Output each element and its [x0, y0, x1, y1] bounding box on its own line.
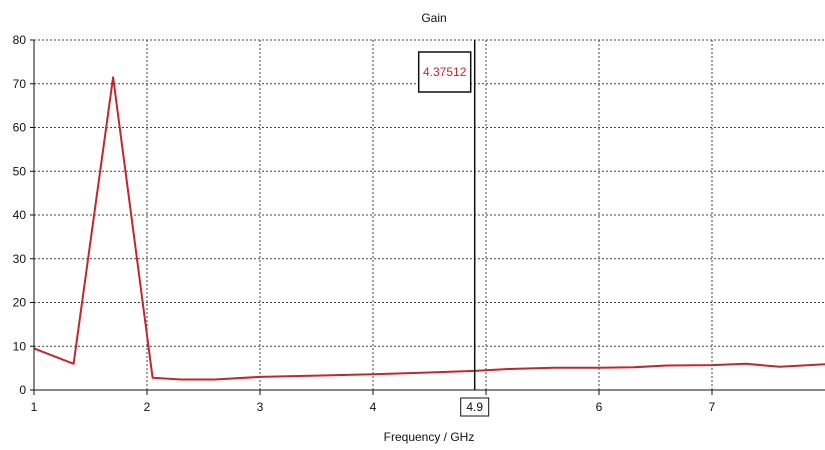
x-tick-label: 6 — [596, 400, 603, 414]
marker-frequency-label: 4.9 — [466, 400, 483, 414]
y-tick-label: 60 — [13, 121, 27, 135]
marker-layer[interactable]: 4.37512 4.9 — [417, 40, 490, 417]
y-tick-label: 70 — [13, 77, 27, 91]
x-tick-label: 3 — [257, 400, 264, 414]
gain-series-line — [33, 76, 825, 381]
x-tick-label: 7 — [709, 400, 716, 414]
y-tick-label: 30 — [13, 252, 27, 266]
y-tick-label: 10 — [13, 339, 27, 353]
axis-layer — [30, 39, 825, 395]
marker-frequency-box — [460, 397, 490, 417]
y-tick-label: 40 — [13, 208, 27, 222]
x-tick-label: 1 — [31, 400, 38, 414]
chart-title: Gain — [421, 11, 446, 25]
x-tick-label: 2 — [144, 400, 151, 414]
y-tick-label: 0 — [19, 383, 26, 397]
y-tick-label: 80 — [13, 33, 27, 47]
x-axis-title: Frequency / GHz — [384, 430, 475, 444]
label-layer: 010203040506070801234567 — [13, 33, 716, 414]
y-tick-label: 20 — [13, 296, 27, 310]
marker-value-label: 4.37512 — [423, 65, 467, 79]
series-layer — [33, 76, 825, 381]
marker-value-box — [417, 51, 472, 93]
y-tick-label: 50 — [13, 164, 27, 178]
x-tick-label: 4 — [370, 400, 377, 414]
